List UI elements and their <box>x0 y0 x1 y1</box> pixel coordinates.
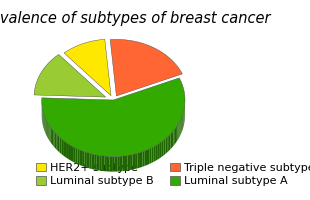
Polygon shape <box>120 156 122 171</box>
Polygon shape <box>94 154 97 170</box>
Polygon shape <box>170 132 172 149</box>
Polygon shape <box>71 146 73 162</box>
Polygon shape <box>169 134 171 151</box>
Polygon shape <box>154 146 156 162</box>
Polygon shape <box>52 129 53 146</box>
Polygon shape <box>42 78 185 157</box>
Polygon shape <box>92 154 94 170</box>
Polygon shape <box>60 137 61 154</box>
Polygon shape <box>84 152 87 168</box>
Polygon shape <box>55 133 56 149</box>
Polygon shape <box>89 153 92 169</box>
Polygon shape <box>176 125 177 142</box>
Polygon shape <box>61 139 63 155</box>
Polygon shape <box>99 155 102 171</box>
Polygon shape <box>109 156 112 172</box>
Polygon shape <box>158 143 160 159</box>
Polygon shape <box>127 155 130 171</box>
Polygon shape <box>181 116 182 133</box>
Polygon shape <box>145 150 147 166</box>
Polygon shape <box>56 134 58 151</box>
Polygon shape <box>45 116 46 133</box>
Polygon shape <box>142 151 145 167</box>
Polygon shape <box>51 127 52 144</box>
Polygon shape <box>104 156 107 171</box>
Polygon shape <box>97 155 99 171</box>
Polygon shape <box>156 144 158 161</box>
Polygon shape <box>102 156 104 171</box>
Polygon shape <box>162 140 164 157</box>
Polygon shape <box>48 124 49 141</box>
Polygon shape <box>107 156 109 172</box>
Polygon shape <box>182 114 183 131</box>
Polygon shape <box>42 108 43 125</box>
Polygon shape <box>64 39 111 96</box>
Polygon shape <box>110 39 182 96</box>
Polygon shape <box>80 150 82 166</box>
Polygon shape <box>44 114 45 131</box>
Polygon shape <box>183 110 184 127</box>
Polygon shape <box>87 153 89 168</box>
Polygon shape <box>167 136 169 152</box>
Polygon shape <box>177 124 179 141</box>
Polygon shape <box>174 129 175 146</box>
Polygon shape <box>180 118 181 135</box>
Polygon shape <box>75 148 78 164</box>
Polygon shape <box>49 126 51 142</box>
Polygon shape <box>130 154 133 170</box>
Polygon shape <box>166 137 167 154</box>
Polygon shape <box>67 143 69 159</box>
Polygon shape <box>138 153 140 168</box>
Polygon shape <box>164 139 166 155</box>
Polygon shape <box>160 142 162 158</box>
Polygon shape <box>82 151 84 167</box>
Polygon shape <box>53 131 55 148</box>
Polygon shape <box>63 140 65 157</box>
Polygon shape <box>58 136 60 152</box>
Polygon shape <box>34 54 106 97</box>
Polygon shape <box>47 122 48 139</box>
Polygon shape <box>125 155 127 171</box>
Polygon shape <box>65 142 67 158</box>
Polygon shape <box>122 156 125 171</box>
Polygon shape <box>43 112 44 129</box>
Polygon shape <box>46 120 47 137</box>
Polygon shape <box>69 144 71 161</box>
Polygon shape <box>149 148 152 164</box>
Polygon shape <box>172 131 174 148</box>
Polygon shape <box>73 147 75 163</box>
Polygon shape <box>115 156 117 172</box>
Polygon shape <box>117 156 120 172</box>
Polygon shape <box>179 120 180 137</box>
Polygon shape <box>78 149 80 165</box>
Polygon shape <box>140 152 142 168</box>
Polygon shape <box>152 147 154 163</box>
Polygon shape <box>112 157 115 172</box>
Polygon shape <box>147 149 149 165</box>
Polygon shape <box>175 127 176 144</box>
Polygon shape <box>133 154 135 170</box>
Text: Prevalence of subtypes of breast cancer: Prevalence of subtypes of breast cancer <box>0 11 270 26</box>
Legend: HER2+ subtype, Luminal subtype B, Triple negative subtype, Luminal subtype A: HER2+ subtype, Luminal subtype B, Triple… <box>34 160 310 189</box>
Polygon shape <box>135 153 138 169</box>
